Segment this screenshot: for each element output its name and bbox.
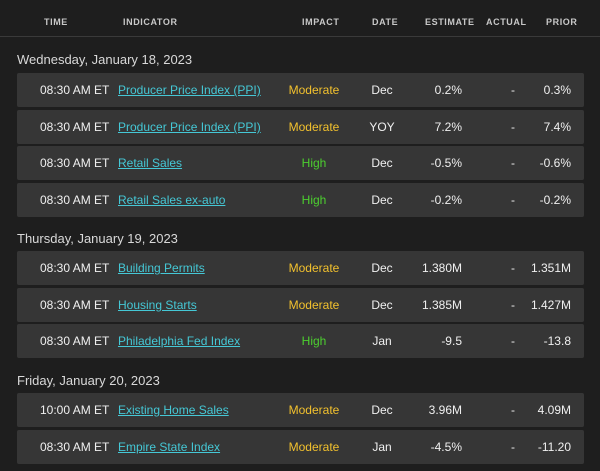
actual-value: - — [511, 193, 515, 207]
day-heading: Wednesday, January 18, 2023 — [17, 52, 193, 67]
actual-value: - — [511, 120, 515, 134]
event-time: 08:30 AM ET — [40, 334, 110, 348]
actual-value: - — [511, 298, 515, 312]
prior-value: 1.427M — [530, 298, 571, 312]
event-time: 08:30 AM ET — [40, 298, 110, 312]
event-time: 08:30 AM ET — [40, 83, 110, 97]
table-row: 08:30 AM ET Retail Sales High Dec -0.5% … — [17, 146, 584, 180]
actual-value: - — [511, 83, 515, 97]
impact-label: Moderate — [288, 261, 340, 275]
event-period: YOY — [369, 120, 395, 134]
header-time: TIME — [44, 17, 68, 27]
impact-label: Moderate — [288, 83, 340, 97]
day-heading: Friday, January 20, 2023 — [17, 373, 160, 388]
impact-label: High — [301, 156, 327, 170]
event-period: Dec — [371, 261, 393, 275]
header-prior: PRIOR — [546, 17, 578, 27]
header-impact: IMPACT — [302, 17, 340, 27]
estimate-value: 1.385M — [421, 298, 462, 312]
impact-label: Moderate — [288, 440, 340, 454]
prior-value: 1.351M — [530, 261, 571, 275]
impact-label: Moderate — [288, 298, 340, 312]
impact-label: High — [301, 193, 327, 207]
prior-value: -0.2% — [539, 193, 571, 207]
table-row: 08:30 AM ET Producer Price Index (PPI) M… — [17, 73, 584, 107]
event-period: Dec — [371, 83, 393, 97]
estimate-value: 7.2% — [434, 120, 462, 134]
impact-label: High — [301, 334, 327, 348]
estimate-value: 0.2% — [434, 83, 462, 97]
table-row: 08:30 AM ET Empire State Index Moderate … — [17, 430, 584, 464]
estimate-value: -9.5 — [441, 334, 462, 348]
actual-value: - — [511, 403, 515, 417]
indicator-link[interactable]: Retail Sales ex-auto — [118, 193, 226, 207]
indicator-link[interactable]: Empire State Index — [118, 440, 221, 454]
event-period: Dec — [371, 298, 393, 312]
estimate-value: -0.2% — [430, 193, 462, 207]
indicator-link[interactable]: Existing Home Sales — [118, 403, 229, 417]
table-row: 08:30 AM ET Philadelphia Fed Index High … — [17, 324, 584, 358]
event-period: Jan — [372, 334, 392, 348]
table-row: 10:00 AM ET Existing Home Sales Moderate… — [17, 393, 584, 427]
actual-value: - — [511, 440, 515, 454]
event-period: Dec — [371, 193, 393, 207]
indicator-link[interactable]: Retail Sales — [118, 156, 183, 170]
event-time: 08:30 AM ET — [40, 440, 110, 454]
actual-value: - — [511, 334, 515, 348]
prior-value: 4.09M — [537, 403, 571, 417]
indicator-link[interactable]: Producer Price Index (PPI) — [118, 120, 261, 134]
estimate-value: -4.5% — [430, 440, 462, 454]
table-header: TIME INDICATOR IMPACT DATE ESTIMATE ACTU… — [0, 0, 600, 37]
impact-label: Moderate — [288, 403, 340, 417]
indicator-link[interactable]: Housing Starts — [118, 298, 197, 312]
event-time: 08:30 AM ET — [40, 261, 110, 275]
event-period: Dec — [371, 156, 393, 170]
actual-value: - — [511, 156, 515, 170]
event-period: Jan — [372, 440, 392, 454]
day-heading: Thursday, January 19, 2023 — [17, 231, 178, 246]
indicator-link[interactable]: Philadelphia Fed Index — [118, 334, 241, 348]
prior-value: 0.3% — [543, 83, 571, 97]
event-time: 08:30 AM ET — [40, 120, 110, 134]
event-period: Dec — [371, 403, 393, 417]
estimate-value: 3.96M — [428, 403, 462, 417]
actual-value: - — [511, 261, 515, 275]
header-date: DATE — [372, 17, 399, 27]
table-row: 08:30 AM ET Producer Price Index (PPI) M… — [17, 110, 584, 144]
indicator-link[interactable]: Producer Price Index (PPI) — [118, 83, 261, 97]
table-row: 08:30 AM ET Building Permits Moderate De… — [17, 251, 584, 285]
prior-value: 7.4% — [543, 120, 571, 134]
header-estimate: ESTIMATE — [425, 17, 475, 27]
prior-value: -13.8 — [543, 334, 571, 348]
event-time: 08:30 AM ET — [40, 156, 110, 170]
indicator-link[interactable]: Building Permits — [118, 261, 205, 275]
event-time: 10:00 AM ET — [40, 403, 110, 417]
impact-label: Moderate — [288, 120, 340, 134]
prior-value: -0.6% — [539, 156, 571, 170]
estimate-value: -0.5% — [430, 156, 462, 170]
table-row: 08:30 AM ET Retail Sales ex-auto High De… — [17, 183, 584, 217]
header-actual: ACTUAL — [486, 17, 527, 27]
prior-value: -11.20 — [537, 440, 571, 454]
table-row: 08:30 AM ET Housing Starts Moderate Dec … — [17, 288, 584, 322]
event-time: 08:30 AM ET — [40, 193, 110, 207]
estimate-value: 1.380M — [421, 261, 462, 275]
header-indicator: INDICATOR — [123, 17, 178, 27]
